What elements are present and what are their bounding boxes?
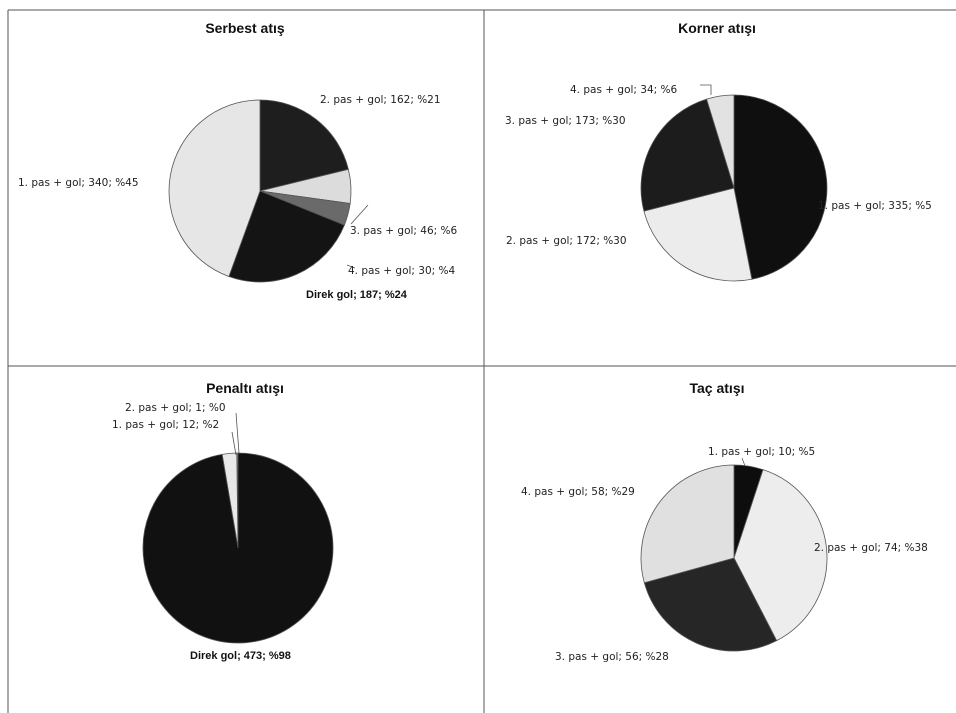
leader-line [741,457,746,467]
pie-slice [643,187,753,282]
slice-label: 1. pas + gol; 12; %2 [112,419,219,431]
chart-title: Serbest atış [205,20,285,36]
leader-line [700,84,712,95]
pie-slices [640,464,828,652]
pie-slice [168,99,261,278]
pie-slice [640,98,735,212]
pie-slice [733,469,828,642]
pie-slice [142,452,334,644]
chart-penalti: Penaltı atışı Direk gol; 473; %98 1. pas… [112,380,334,662]
slice-label: 4. pas + gol; 30; %4 [348,265,455,277]
pie-slice [706,94,735,189]
slice-label: 2. pas + gol; 172; %30 [506,235,627,247]
pie-slices [142,452,334,644]
pie-slice [733,94,828,280]
pie-slice [643,557,778,652]
leader-line [346,264,356,269]
pie-slice [228,190,345,283]
slice-label: 1. pas + gol; 10; %5 [708,446,815,458]
slice-label: 4. pas + gol; 58; %29 [521,486,635,498]
leader-line [231,431,237,456]
pie-slices [640,94,828,282]
slice-label: 1. pas + gol; 340; %45 [18,177,139,189]
panel-grid [7,9,956,713]
pie-slice [640,464,735,584]
leader-line [350,204,369,225]
leader-lines [741,457,746,467]
leader-line [235,412,240,454]
slice-label: 3. pas + gol; 173; %30 [505,115,626,127]
chart-title: Taç atışı [690,380,745,396]
pie-slice [259,99,349,192]
chart-serbest: Serbest atış 1. pas + gol; 340; %45 2. p… [18,20,457,301]
chart-title: Penaltı atışı [206,380,284,396]
leader-lines [231,412,240,456]
slice-label: 3. pas + gol; 56; %28 [555,651,669,663]
slice-label: 1. pas + gol; 335; %5 [818,200,932,212]
chart-tac: Taç atışı 1. pas + gol; 10; %5 2. pas + … [521,380,928,663]
slice-label: 2. pas + gol; 74; %38 [814,542,928,554]
slice-label: 2. pas + gol; 162; %21 [320,94,441,106]
slice-label: Direk gol; 187; %24 [306,289,408,301]
slice-label: 3. pas + gol; 46; %6 [350,225,457,237]
slice-label: 4. pas + gol; 34; %6 [570,84,677,96]
slice-label: Direk gol; 473; %98 [190,650,291,662]
chart-korner: Korner atışı 1. pas + gol; 335; %5 2. pa… [505,20,932,282]
pie-slices [168,99,352,283]
leader-lines [700,84,712,95]
leader-lines [346,204,369,269]
slice-label: 2. pas + gol; 1; %0 [125,402,226,414]
chart-title: Korner atışı [678,20,756,36]
